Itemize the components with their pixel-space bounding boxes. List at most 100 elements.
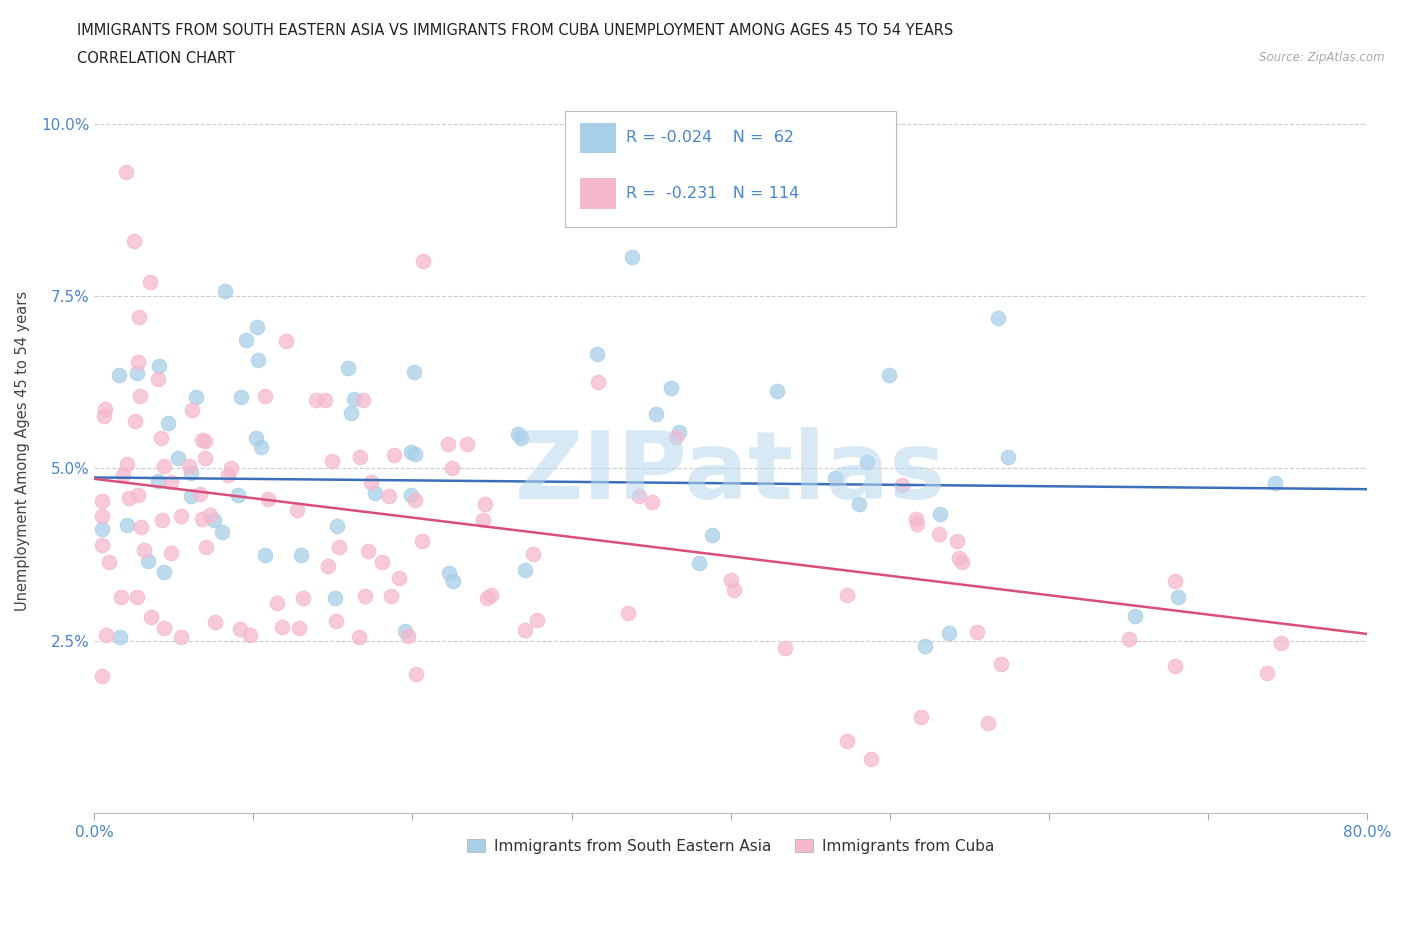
Point	[824, 471, 846, 485]
Point	[134, 543, 156, 558]
Point	[118, 490, 141, 505]
Point	[848, 497, 870, 512]
Point	[405, 666, 427, 681]
Point	[325, 614, 347, 629]
Point	[506, 427, 529, 442]
Point	[474, 497, 496, 512]
Point	[129, 520, 152, 535]
Point	[305, 392, 328, 407]
Point	[479, 588, 502, 603]
Point	[835, 587, 858, 602]
Point	[153, 565, 176, 579]
Point	[966, 625, 988, 640]
Point	[399, 487, 422, 502]
Point	[124, 414, 146, 429]
Point	[835, 733, 858, 748]
Point	[371, 555, 394, 570]
Point	[139, 610, 162, 625]
Point	[204, 512, 226, 527]
Point	[354, 589, 377, 604]
Point	[689, 556, 711, 571]
Point	[194, 539, 217, 554]
Legend: Immigrants from South Eastern Asia, Immigrants from Cuba: Immigrants from South Eastern Asia, Immi…	[461, 832, 1001, 859]
Point	[773, 641, 796, 656]
Point	[440, 460, 463, 475]
Point	[292, 591, 315, 605]
Point	[522, 547, 544, 562]
Point	[360, 474, 382, 489]
Point	[91, 522, 114, 537]
Point	[274, 334, 297, 349]
Point	[950, 554, 973, 569]
Point	[388, 570, 411, 585]
Point	[321, 454, 343, 469]
Point	[394, 623, 416, 638]
Point	[91, 494, 114, 509]
Point	[149, 431, 172, 445]
Point	[146, 473, 169, 488]
Point	[617, 605, 640, 620]
Point	[127, 365, 149, 380]
Point	[128, 310, 150, 325]
Point	[253, 389, 276, 404]
Point	[928, 527, 950, 542]
Point	[228, 621, 250, 636]
Point	[136, 553, 159, 568]
Point	[856, 455, 879, 470]
Point	[226, 487, 249, 502]
Point	[179, 458, 201, 473]
Point	[1270, 635, 1292, 650]
Point	[349, 449, 371, 464]
Point	[159, 545, 181, 560]
Point	[412, 254, 434, 269]
Point	[668, 424, 690, 439]
Point	[186, 390, 208, 405]
Point	[266, 595, 288, 610]
Point	[659, 380, 682, 395]
Point	[411, 533, 433, 548]
Point	[314, 392, 336, 407]
Point	[112, 468, 135, 483]
Point	[91, 669, 114, 684]
Point	[526, 613, 548, 628]
Point	[987, 311, 1010, 325]
Point	[156, 416, 179, 431]
Point	[364, 485, 387, 500]
Point	[879, 367, 901, 382]
Point	[645, 406, 668, 421]
FancyBboxPatch shape	[565, 111, 896, 227]
Point	[404, 446, 426, 461]
Point	[437, 437, 460, 452]
Point	[235, 333, 257, 348]
Point	[1164, 658, 1187, 673]
Point	[146, 371, 169, 386]
Point	[641, 495, 664, 510]
Point	[170, 509, 193, 524]
Point	[218, 468, 240, 483]
Point	[271, 619, 294, 634]
Point	[766, 384, 789, 399]
Point	[91, 537, 114, 551]
Point	[1256, 666, 1278, 681]
Point	[1264, 476, 1286, 491]
Text: IMMIGRANTS FROM SOUTH EASTERN ASIA VS IMMIGRANTS FROM CUBA UNEMPLOYMENT AMONG AG: IMMIGRANTS FROM SOUTH EASTERN ASIA VS IM…	[77, 23, 953, 38]
Point	[125, 590, 148, 604]
Point	[380, 589, 402, 604]
Point	[905, 517, 928, 532]
Point	[221, 460, 243, 475]
Point	[396, 629, 419, 644]
Point	[190, 432, 212, 447]
Point	[929, 507, 952, 522]
Point	[93, 408, 115, 423]
Point	[239, 627, 262, 642]
Point	[510, 431, 533, 445]
Point	[938, 626, 960, 641]
Point	[97, 554, 120, 569]
Point	[588, 375, 610, 390]
Point	[357, 543, 380, 558]
Point	[214, 283, 236, 298]
Point	[377, 489, 399, 504]
Point	[316, 559, 339, 574]
Point	[404, 493, 426, 508]
Point	[129, 389, 152, 404]
